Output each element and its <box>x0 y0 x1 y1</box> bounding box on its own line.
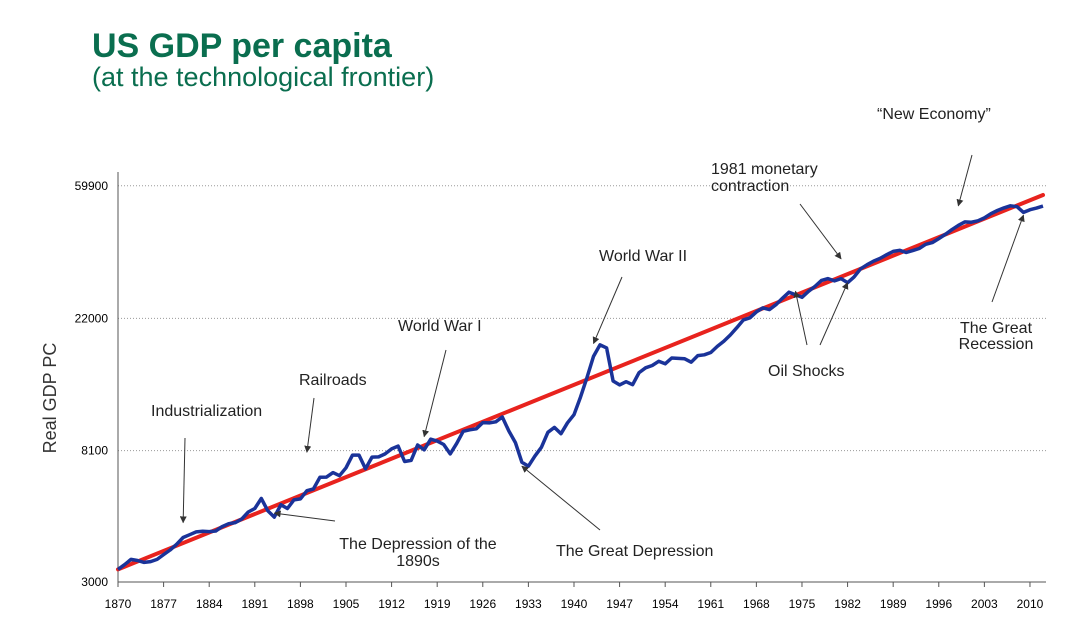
gdp-line <box>116 204 1044 571</box>
annotation-label: Oil Shocks <box>768 363 844 380</box>
x-tick-label: 1954 <box>652 597 679 611</box>
annotation-label: The Depression of the <box>339 536 497 553</box>
annotation-arrow <box>819 282 849 346</box>
page-subtitle: (at the technological frontier) <box>92 62 435 92</box>
x-tick-label: 1975 <box>789 597 816 611</box>
annotation-arrow <box>793 290 808 346</box>
x-tick-label: 2003 <box>971 597 998 611</box>
y-tick-label: 8100 <box>81 444 108 458</box>
y-tick-label: 3000 <box>81 575 108 589</box>
annotation-arrow <box>991 214 1025 303</box>
annotation-label: World War I <box>398 318 482 335</box>
chart-axes <box>117 172 1046 587</box>
annotation-arrow <box>273 510 336 522</box>
x-tick-label: 1933 <box>515 597 542 611</box>
annotation-arrows <box>179 154 1025 531</box>
x-tick-label: 1968 <box>743 597 770 611</box>
x-tick-label: 1877 <box>150 597 177 611</box>
annotation-arrow <box>179 437 187 524</box>
annotation-arrow <box>956 154 973 207</box>
trend-line <box>116 193 1045 572</box>
x-tick-label: 1996 <box>925 597 952 611</box>
annotation-label: The Great Depression <box>556 543 713 560</box>
x-tick-label: 1919 <box>424 597 451 611</box>
x-tick-label: 1884 <box>196 597 223 611</box>
annotation-label-line2: 1890s <box>396 553 440 570</box>
annotation-label: “New Economy” <box>877 106 991 123</box>
series-lines <box>116 193 1045 572</box>
annotation-label-line2: contraction <box>711 178 789 195</box>
annotation-label: Industrialization <box>151 403 262 420</box>
annotation-label: 1981 monetary <box>711 161 818 178</box>
x-tick-label: 1989 <box>880 597 907 611</box>
x-tick-label: 1870 <box>105 597 132 611</box>
x-tick-label: 1905 <box>333 597 360 611</box>
x-tick-label: 1912 <box>378 597 405 611</box>
annotation-arrow <box>422 349 447 438</box>
annotation-label: The Great <box>960 320 1033 337</box>
x-tick-label: 1940 <box>561 597 588 611</box>
y-tick-label: 59900 <box>75 179 109 193</box>
y-tick-label: 22000 <box>75 311 109 325</box>
y-axis-label: Real GDP PC <box>40 343 60 454</box>
annotation-arrow <box>304 397 315 453</box>
annotation-arrow <box>799 203 842 260</box>
x-tick-label: 1961 <box>697 597 724 611</box>
annotation-label: World War II <box>599 248 687 265</box>
annotation-labels: Industrialization Railroads World War I The… <box>151 106 1033 570</box>
x-tick-label: 1947 <box>606 597 633 611</box>
annotation-arrow <box>521 465 601 531</box>
page-title: US GDP per capita <box>92 27 392 65</box>
x-tick-label: 1898 <box>287 597 314 611</box>
annotation-arrow <box>592 276 623 345</box>
annotation-label-line2: Recession <box>959 336 1034 353</box>
x-tick-label: 1891 <box>241 597 268 611</box>
tick-labels: 3000 8100 22000 59900 1870 1877 1884 1891 1898 19… <box>75 179 1044 611</box>
x-tick-label: 1926 <box>469 597 496 611</box>
annotation-label: Railroads <box>299 372 367 389</box>
x-tick-label: 2010 <box>1017 597 1044 611</box>
x-tick-label: 1982 <box>834 597 861 611</box>
